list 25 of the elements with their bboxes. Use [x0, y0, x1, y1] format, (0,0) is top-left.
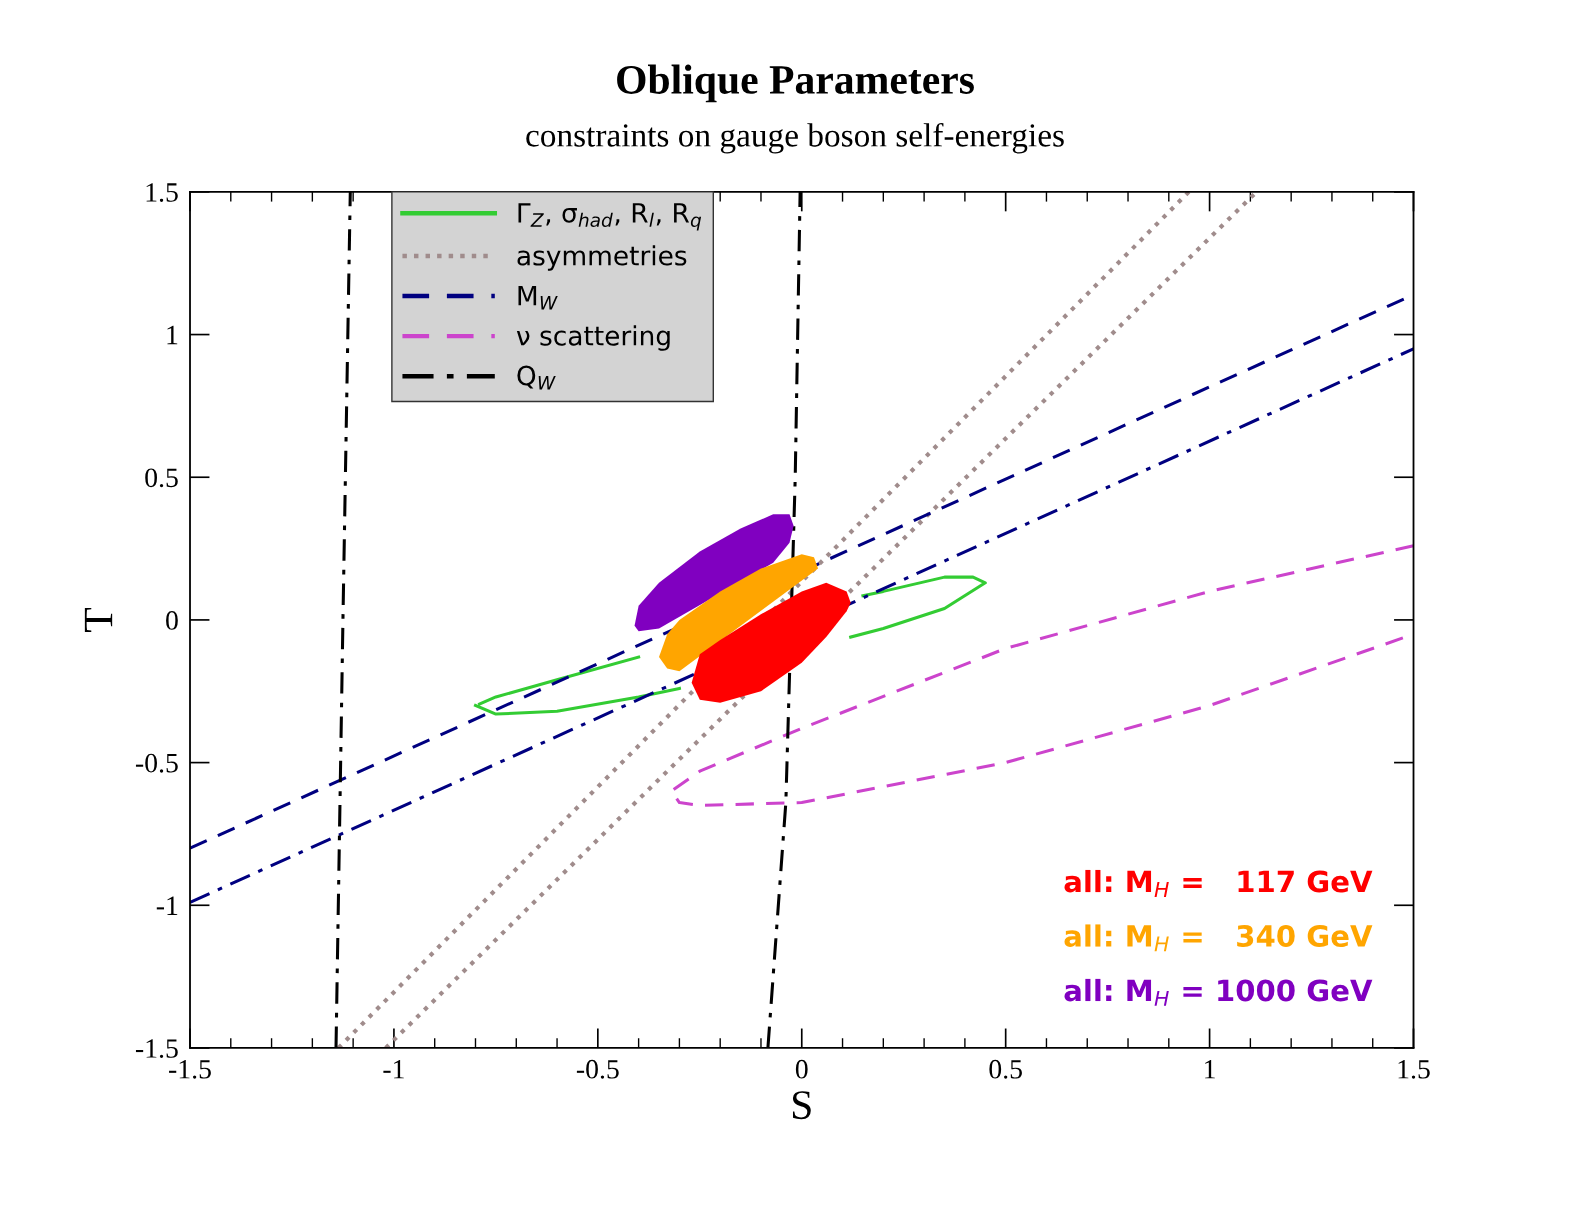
text: all: M$_{H}$ = 340 GeV	[1064, 924, 1373, 952]
x-tick-label: 1	[1205, 1060, 1215, 1079]
legend-label: asymmetries	[517, 245, 687, 271]
y-tick-label: 0.5	[145, 468, 178, 488]
legend-label: M$_{W}$	[518, 286, 558, 310]
text: all: M$_{H}$ = 1000 GeV	[1064, 978, 1373, 1006]
y-tick-label: 1	[167, 325, 178, 345]
y-tick-label: -1.5	[135, 1039, 178, 1058]
text: all: M$_{H}$ = 117 GeV	[1064, 869, 1373, 897]
legend-label: ν scattering	[516, 325, 670, 351]
x-tick-label: 0	[795, 1059, 808, 1079]
y-tick-label: 1.5	[146, 183, 178, 202]
y-tick-label: -1	[156, 896, 178, 915]
x-tick-label: -0.5	[576, 1059, 619, 1079]
x-tick-label: -1	[383, 1060, 404, 1079]
legend-label: Q$_{W}$	[517, 365, 556, 390]
y-tick-label: -0.5	[135, 753, 178, 773]
x-axis-title: S	[792, 1091, 811, 1120]
chart-subtitle: constraints on gauge boson self-energies	[526, 122, 1064, 154]
y-tick-label: 0	[166, 611, 178, 630]
chart-title: Oblique Parameters	[617, 64, 974, 103]
x-tick-label: 1.5	[1398, 1060, 1430, 1079]
x-tick-label: 0.5	[989, 1059, 1022, 1079]
y-axis-title: T	[84, 607, 113, 632]
legend-label: Γ$_{Z}$, σ$_{had}$, R$_{l}$, R$_{q}$	[518, 203, 702, 231]
